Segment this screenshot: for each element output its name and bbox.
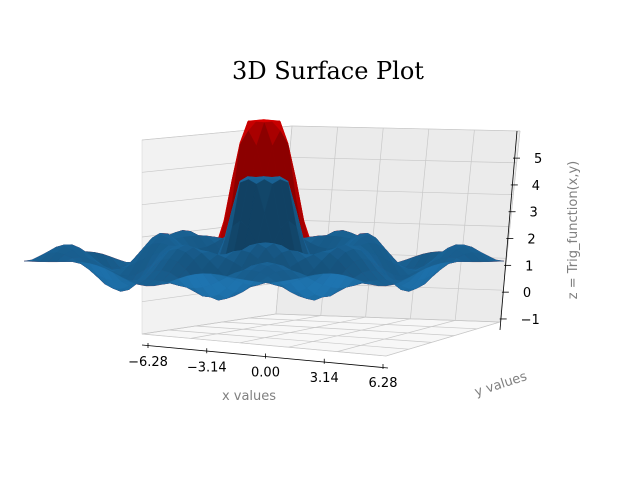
grid-line — [289, 156, 517, 164]
x-axis-label: x values — [222, 389, 276, 404]
grid-line — [141, 313, 277, 335]
surface-patch — [259, 276, 277, 284]
x-tick-label: 0.00 — [251, 366, 280, 381]
grid-line — [286, 188, 514, 196]
z-tick-label: 3 — [530, 206, 538, 221]
x-axis: −6.28 −3.14 0.00 3.14 6.28 — [128, 343, 397, 391]
z-tick-label: 4 — [532, 179, 540, 194]
grid-line — [190, 315, 321, 339]
grid-line — [222, 321, 455, 336]
grid-line — [141, 333, 387, 357]
z-axis-label: z = Trig_function(x,y) — [566, 161, 581, 300]
x-tick-label: 3.14 — [310, 371, 339, 386]
z-axis-line — [499, 130, 518, 331]
surface-series-blue — [23, 176, 505, 301]
x-tick-label: −6.28 — [128, 355, 168, 370]
grid-line — [291, 125, 521, 132]
grid-line — [239, 316, 366, 344]
chart-title: 3D Surface Plot — [232, 57, 424, 85]
z-tick-label: 1 — [525, 259, 533, 274]
y-axis-label: y values — [473, 369, 529, 400]
z-tick-label: 2 — [527, 233, 535, 248]
z-tick-label: −1 — [521, 313, 540, 328]
surface-mesh — [23, 118, 505, 301]
grid-line — [283, 219, 511, 227]
z-axis: −1 0 1 2 3 4 5 — [499, 130, 542, 331]
x-tick-label: 6.28 — [369, 376, 398, 391]
x-tick-label: −3.14 — [187, 360, 227, 375]
grid-line — [195, 325, 432, 343]
grid-line — [249, 317, 478, 330]
grid-line — [288, 318, 411, 348]
grid-line — [337, 320, 456, 352]
x-axis-line — [141, 344, 389, 369]
grid-line — [275, 313, 501, 323]
z-tick-label: 0 — [523, 286, 531, 301]
grid-line — [168, 329, 409, 350]
grid-line — [385, 321, 501, 357]
z-tick-label: 5 — [534, 152, 542, 167]
